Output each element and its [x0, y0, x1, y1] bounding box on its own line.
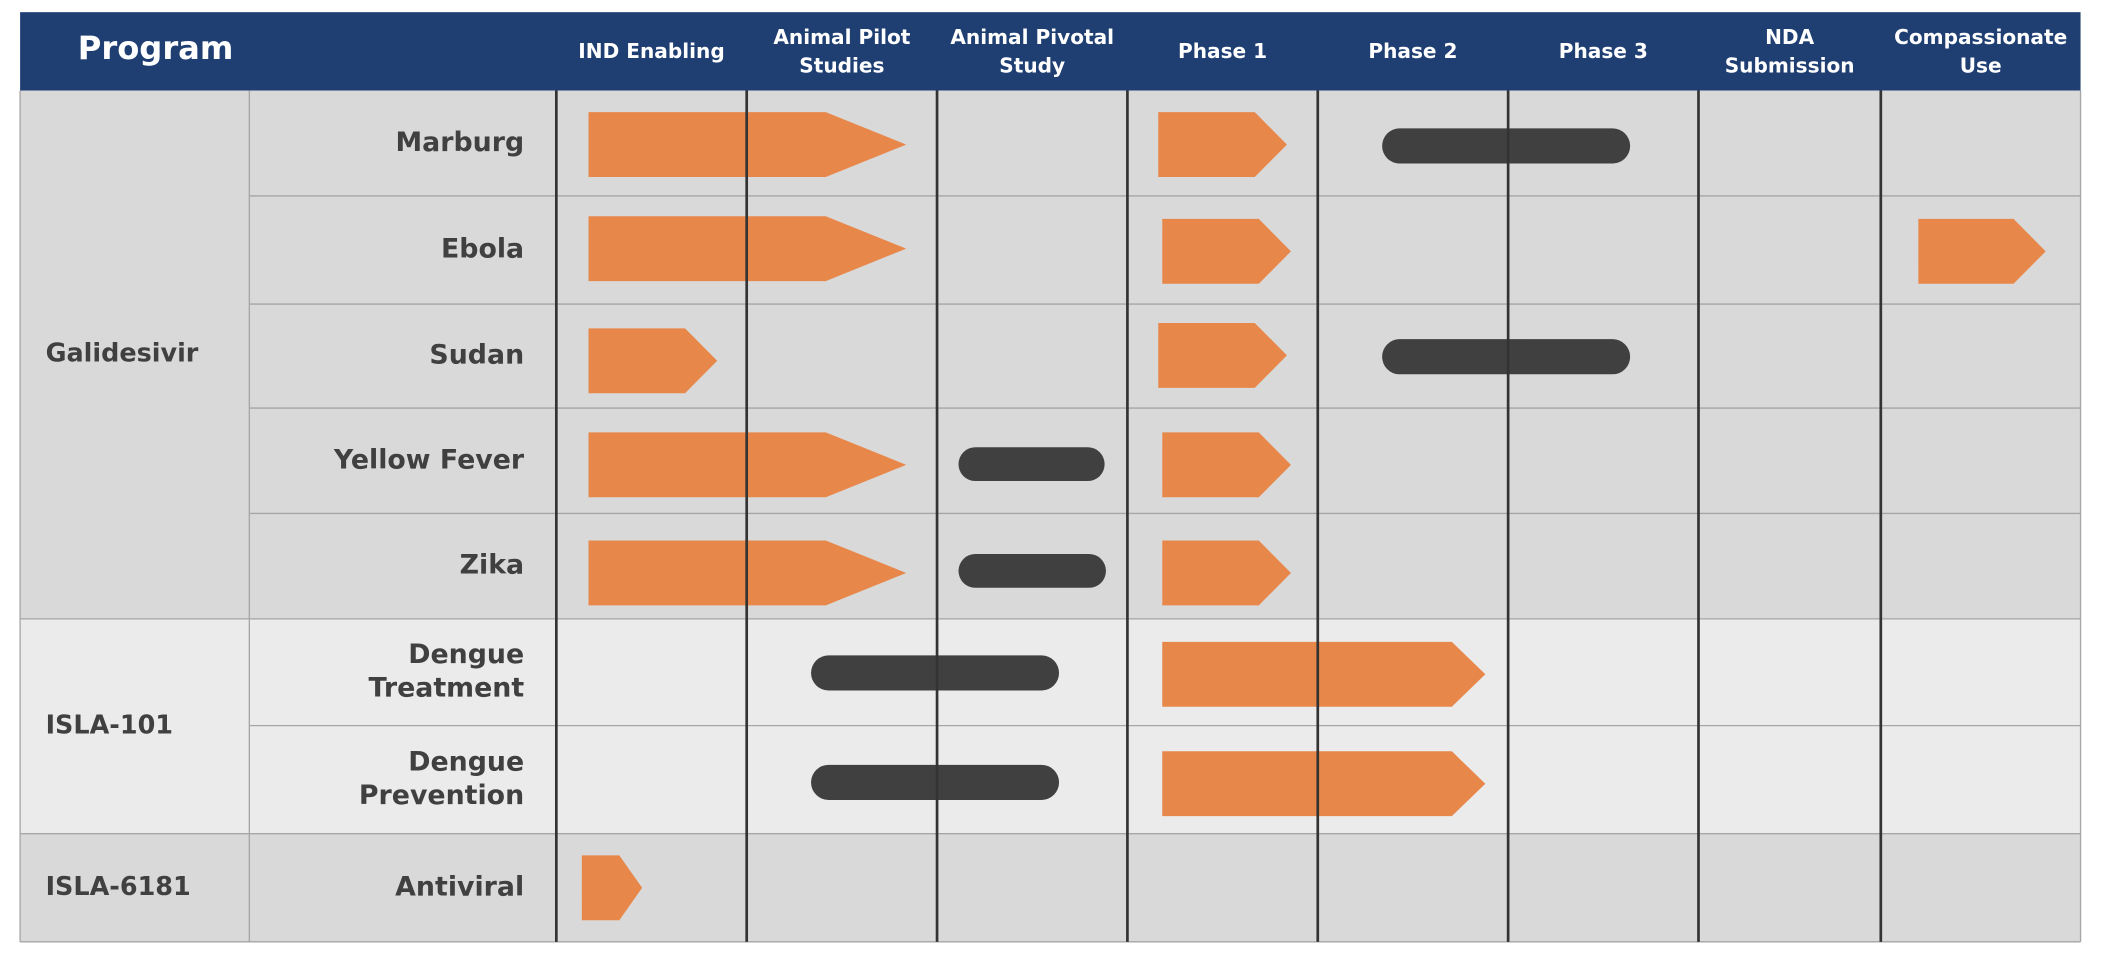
- column-header: Use: [1960, 53, 2002, 77]
- indication-label: Treatment: [369, 673, 525, 704]
- column-lines: [554, 90, 1883, 942]
- column-header: Studies: [799, 53, 884, 77]
- column-header: NDA: [1765, 25, 1814, 49]
- indication-label: Prevention: [359, 780, 524, 811]
- planned-bar: [1382, 128, 1631, 164]
- header-bar: [20, 12, 2081, 91]
- indication-label: Dengue: [408, 746, 524, 777]
- group-bg: [20, 90, 2081, 619]
- progress-arrow: [1162, 751, 1486, 817]
- column-header: IND Enabling: [578, 39, 724, 63]
- indication-label: Dengue: [408, 639, 524, 670]
- planned-bar: [958, 447, 1105, 482]
- planned-bar: [811, 655, 1060, 691]
- indication-label: Marburg: [396, 127, 525, 158]
- program-name: ISLA-6181: [46, 872, 191, 902]
- labels: IND Enabling Animal Pilot Studies Animal Pi…: [46, 25, 2068, 902]
- indication-label: Yellow Fever: [333, 444, 525, 475]
- column-header: Study: [999, 53, 1065, 77]
- progress-arrow: [1162, 540, 1291, 606]
- planned-bar: [1382, 339, 1631, 375]
- indication-label: Ebola: [441, 233, 524, 264]
- progress-arrow: [1162, 641, 1486, 707]
- column-header: Phase 3: [1559, 39, 1648, 63]
- indication-label: Sudan: [429, 339, 524, 370]
- progress-arrow: [1158, 322, 1287, 388]
- column-header: Phase 2: [1368, 39, 1457, 63]
- row-lines: [19, 90, 2082, 943]
- header-title: Program: [78, 29, 234, 67]
- progress-arrow: [1158, 112, 1287, 178]
- column-header: Animal Pilot: [773, 25, 910, 49]
- program-name: ISLA-101: [46, 710, 173, 740]
- group-bg: [20, 833, 2081, 942]
- column-header: Animal Pivotal: [950, 25, 1114, 49]
- planned-bar: [811, 764, 1060, 800]
- indication-label: Antiviral: [395, 871, 524, 902]
- program-name: Galidesivir: [46, 339, 199, 369]
- progress-arrow: [581, 855, 643, 921]
- indication-label: Zika: [460, 550, 525, 581]
- progress-arrow: [588, 328, 718, 394]
- progress-arrow: [1162, 432, 1291, 498]
- progress-arrow: [1918, 218, 2046, 284]
- column-header: Phase 1: [1178, 39, 1267, 63]
- planned-bar: [958, 554, 1106, 588]
- progress-shapes: [581, 112, 2046, 921]
- column-header: Submission: [1725, 53, 1855, 77]
- progress-arrow: [1162, 218, 1291, 284]
- column-header: Compassionate: [1894, 25, 2067, 49]
